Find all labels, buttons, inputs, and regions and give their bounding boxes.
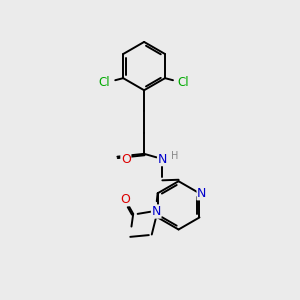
Text: Cl: Cl [178, 76, 189, 89]
Text: O: O [121, 153, 131, 166]
Text: N: N [158, 153, 167, 166]
Text: H: H [171, 151, 178, 160]
Text: Cl: Cl [99, 76, 110, 89]
Text: O: O [120, 193, 130, 206]
Text: N: N [152, 205, 161, 218]
Text: N: N [197, 187, 206, 200]
